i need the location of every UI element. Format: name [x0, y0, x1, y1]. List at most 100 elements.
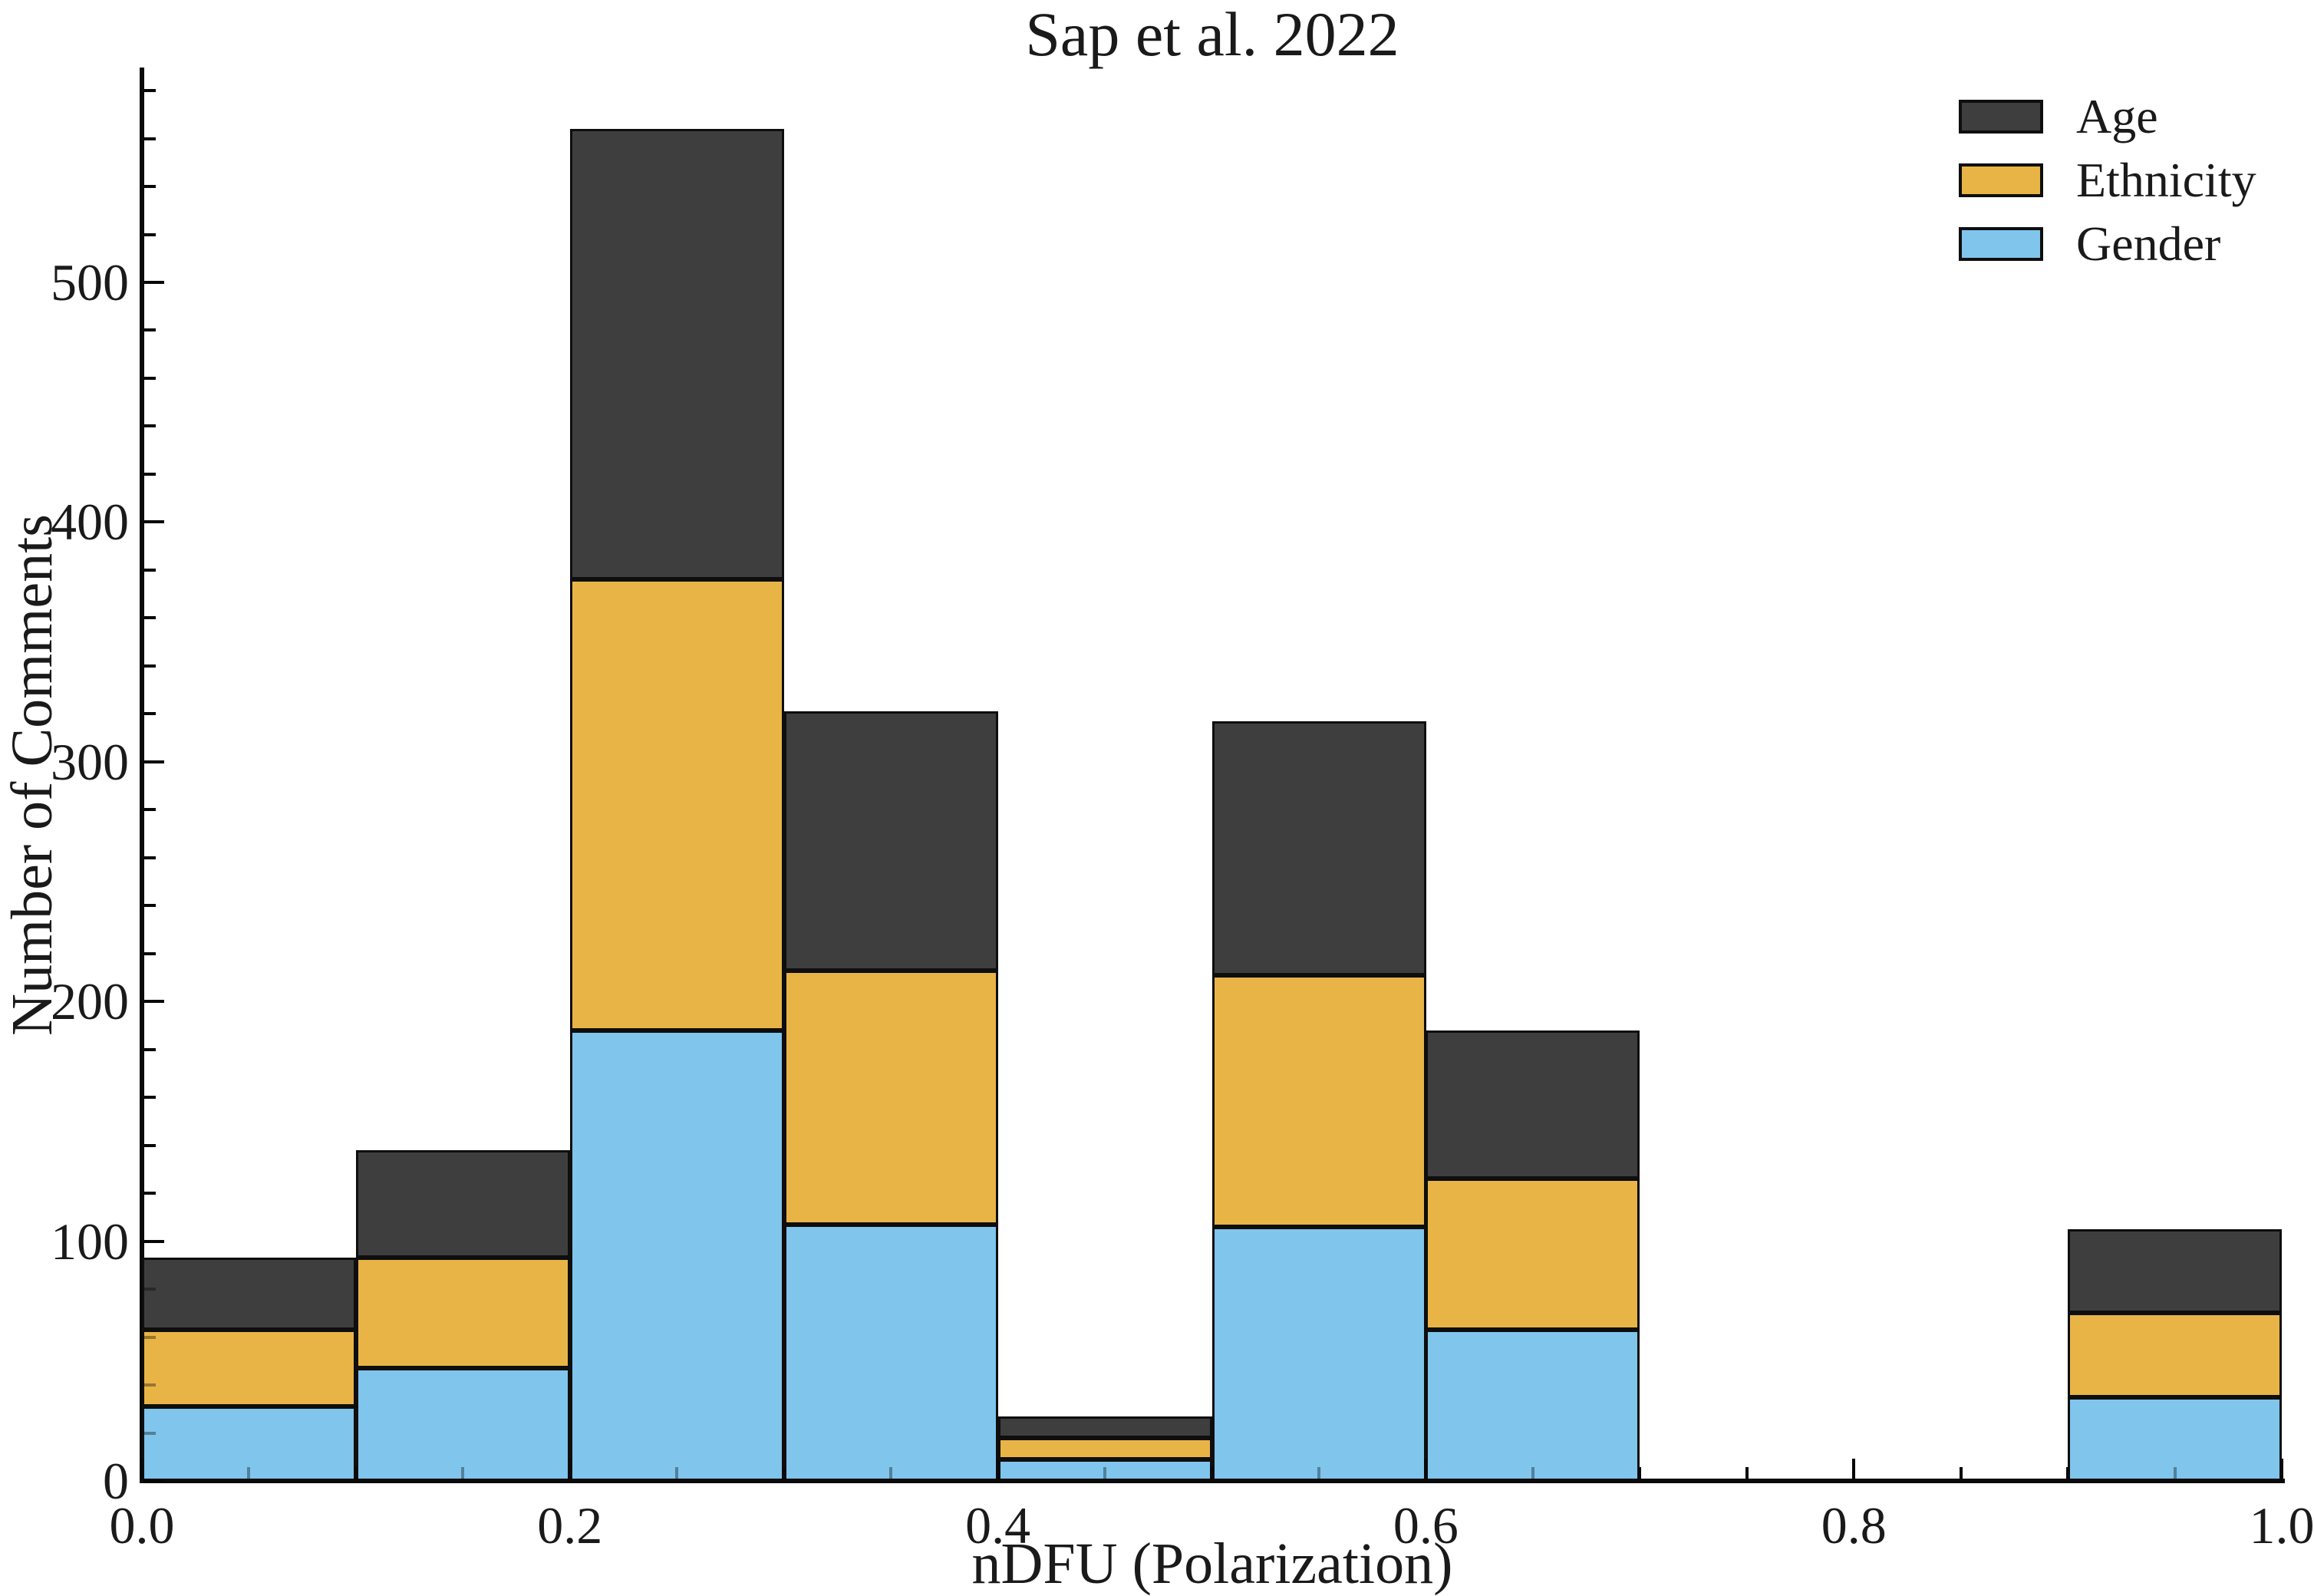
legend-item-ethnicity: Ethnicity — [1959, 153, 2314, 207]
x-tick — [1745, 1467, 1749, 1479]
y-axis-spine — [140, 68, 144, 1483]
x-tick-label: 0.4 — [965, 1496, 1031, 1555]
gender-bar-segment — [1426, 1330, 1640, 1481]
x-axis-label: nDFU (Polarization) — [971, 1532, 1453, 1596]
ethnicity-swatch-icon — [1959, 163, 2043, 197]
x-tick — [2280, 1459, 2283, 1479]
ethnicity-bar-segment — [356, 1258, 570, 1368]
y-tick — [144, 1143, 156, 1147]
age-bar-segment — [998, 1416, 1212, 1438]
y-tick — [144, 808, 156, 812]
age-bar-segment — [1426, 1030, 1640, 1179]
y-tick — [144, 1239, 164, 1243]
y-tick — [144, 1096, 156, 1100]
legend-label: Age — [2076, 89, 2158, 143]
y-tick — [144, 1431, 156, 1435]
y-tick — [144, 424, 156, 428]
x-tick-label: 0.8 — [1821, 1496, 1887, 1555]
legend-label: Gender — [2076, 216, 2221, 271]
x-tick — [2066, 1467, 2070, 1479]
ethnicity-bar-segment — [784, 971, 998, 1225]
x-tick — [782, 1467, 786, 1479]
x-tick — [1531, 1467, 1534, 1479]
y-tick — [144, 1096, 156, 1100]
y-tick — [144, 616, 156, 620]
x-tick — [2173, 1467, 2177, 1479]
ethnicity-bar-segment — [142, 1330, 356, 1406]
y-tick — [144, 1288, 156, 1291]
gender-swatch-icon — [1959, 227, 2043, 261]
ethnicity-bar-segment — [1212, 975, 1426, 1227]
y-tick — [144, 951, 156, 955]
x-tick-label: 1.0 — [2249, 1496, 2314, 1555]
y-tick-label: 0 — [103, 1452, 129, 1510]
y-tick — [144, 376, 156, 380]
y-tick — [144, 328, 156, 332]
gender-bar-segment — [356, 1368, 570, 1481]
y-tick — [144, 664, 156, 668]
chart-title: Sap et al. 2022 — [1025, 0, 1399, 69]
x-tick — [1317, 1467, 1320, 1479]
ethnicity-bar-segment — [570, 579, 784, 1030]
y-tick — [144, 760, 164, 763]
ethnicity-bar-segment — [1426, 1179, 1640, 1330]
y-tick — [144, 951, 156, 955]
x-tick-label: 0.2 — [537, 1496, 603, 1555]
y-tick — [144, 520, 164, 524]
y-tick — [144, 185, 156, 189]
y-tick — [144, 472, 156, 476]
y-tick — [144, 712, 156, 716]
age-bar-segment — [570, 129, 784, 579]
gender-bar-segment — [1212, 1227, 1426, 1481]
y-tick — [144, 616, 156, 620]
x-tick — [1959, 1467, 1963, 1479]
y-tick — [144, 1479, 164, 1482]
x-tick — [461, 1467, 465, 1479]
legend-item-age: Age — [1959, 90, 2314, 143]
x-tick — [2280, 1459, 2283, 1479]
y-tick — [144, 1047, 156, 1051]
x-tick — [1959, 1467, 1963, 1479]
y-tick — [144, 328, 156, 332]
y-tick — [144, 281, 164, 284]
y-tick — [144, 1335, 156, 1339]
ethnicity-bar-segment — [998, 1438, 1212, 1459]
y-tick — [144, 664, 156, 668]
legend-label: Ethnicity — [2076, 153, 2256, 207]
age-bar-segment — [784, 711, 998, 971]
y-tick — [144, 904, 156, 908]
y-tick — [144, 856, 156, 859]
age-bar-segment — [356, 1150, 570, 1258]
x-tick — [1852, 1459, 1856, 1479]
age-bar-segment — [2068, 1229, 2282, 1313]
x-tick — [1424, 1459, 1428, 1479]
x-tick — [354, 1467, 358, 1479]
y-tick — [144, 568, 156, 572]
x-tick — [1210, 1467, 1214, 1479]
y-tick — [144, 1192, 156, 1195]
y-tick — [144, 1047, 156, 1051]
legend-item-gender: Gender — [1959, 217, 2314, 271]
x-axis-spine — [140, 1479, 2285, 1483]
x-tick-label: 0.6 — [1393, 1496, 1459, 1555]
x-tick-label: 0.0 — [109, 1496, 175, 1555]
x-tick — [140, 1459, 143, 1479]
gender-bar-segment — [2068, 1397, 2282, 1481]
y-tick-label: 300 — [51, 732, 129, 791]
y-tick — [144, 232, 156, 236]
y-tick — [144, 232, 156, 236]
y-tick-label: 200 — [51, 972, 129, 1031]
x-tick — [1745, 1467, 1749, 1479]
y-tick — [144, 1143, 156, 1147]
y-tick — [144, 904, 156, 908]
x-tick — [1638, 1467, 1642, 1479]
gender-bar-segment — [570, 1030, 784, 1481]
y-tick — [144, 472, 156, 476]
age-swatch-icon — [1959, 100, 2043, 134]
age-bar-segment — [142, 1258, 356, 1330]
x-tick — [1638, 1467, 1642, 1479]
y-tick — [144, 808, 156, 812]
y-tick — [144, 520, 164, 524]
y-tick — [144, 568, 156, 572]
